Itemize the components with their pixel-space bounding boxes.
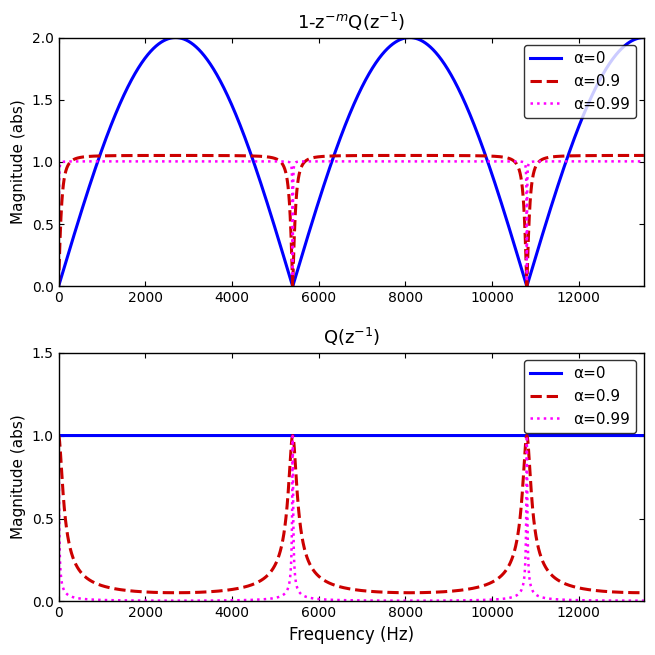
α=0.9	[640, 589, 648, 597]
α=0	[293, 432, 301, 440]
α=0	[54, 432, 62, 440]
Title: 1-z$^{-m}$Q(z$^{-1}$): 1-z$^{-m}$Q(z$^{-1}$)	[297, 11, 405, 33]
α=0.99	[555, 595, 563, 603]
α=0.99	[555, 157, 563, 165]
α=0.9	[293, 183, 301, 191]
α=0.9	[230, 152, 238, 160]
α=0	[230, 432, 238, 440]
α=0.99	[640, 157, 648, 165]
α=0.99	[477, 157, 485, 165]
Line: α=0.9: α=0.9	[58, 436, 644, 593]
α=0.9	[293, 489, 301, 497]
α=0.9	[366, 588, 374, 595]
α=0.9	[555, 153, 563, 160]
α=0	[555, 179, 563, 187]
α=0.9	[477, 152, 485, 160]
α=0.99	[54, 432, 62, 440]
Line: α=0.99: α=0.99	[58, 436, 644, 601]
Line: α=0.9: α=0.9	[58, 155, 644, 286]
α=0.9	[366, 151, 374, 159]
α=0.9	[640, 151, 648, 159]
α=0.99	[298, 158, 306, 166]
α=0	[640, 33, 648, 41]
α=0	[477, 432, 485, 440]
α=0	[54, 282, 62, 290]
α=0.9	[298, 161, 306, 169]
Y-axis label: Magnitude (abs): Magnitude (abs)	[11, 100, 26, 225]
Title: Q(z$^{-1}$): Q(z$^{-1}$)	[322, 326, 380, 348]
X-axis label: Frequency (Hz): Frequency (Hz)	[289, 626, 414, 644]
Legend: α=0, α=0.9, α=0.99: α=0, α=0.9, α=0.99	[525, 360, 636, 433]
α=0.99	[54, 282, 62, 290]
α=0.99	[298, 591, 306, 599]
Line: α=0: α=0	[58, 37, 644, 286]
α=0.99	[230, 157, 238, 165]
α=0.99	[293, 158, 301, 166]
α=0.99	[366, 157, 374, 165]
α=0.99	[366, 597, 374, 605]
α=0.99	[230, 596, 238, 604]
α=0	[298, 432, 306, 440]
α=0.9	[230, 585, 238, 593]
Y-axis label: Magnitude (abs): Magnitude (abs)	[11, 415, 26, 540]
α=0	[293, 267, 301, 275]
α=0.9	[555, 576, 563, 584]
α=0.9	[477, 582, 485, 590]
α=0	[477, 140, 485, 147]
α=0.9	[298, 534, 306, 542]
α=0	[298, 251, 306, 259]
Legend: α=0, α=0.9, α=0.99: α=0, α=0.9, α=0.99	[525, 45, 636, 118]
α=0	[555, 432, 563, 440]
α=0.9	[54, 432, 62, 440]
α=0	[366, 69, 374, 77]
α=0.99	[477, 596, 485, 604]
α=0	[640, 432, 648, 440]
α=0.99	[293, 584, 301, 591]
α=0.99	[640, 597, 648, 605]
Line: α=0.99: α=0.99	[58, 161, 644, 286]
α=0	[366, 432, 374, 440]
α=0.9	[54, 282, 62, 290]
α=0	[230, 107, 238, 115]
